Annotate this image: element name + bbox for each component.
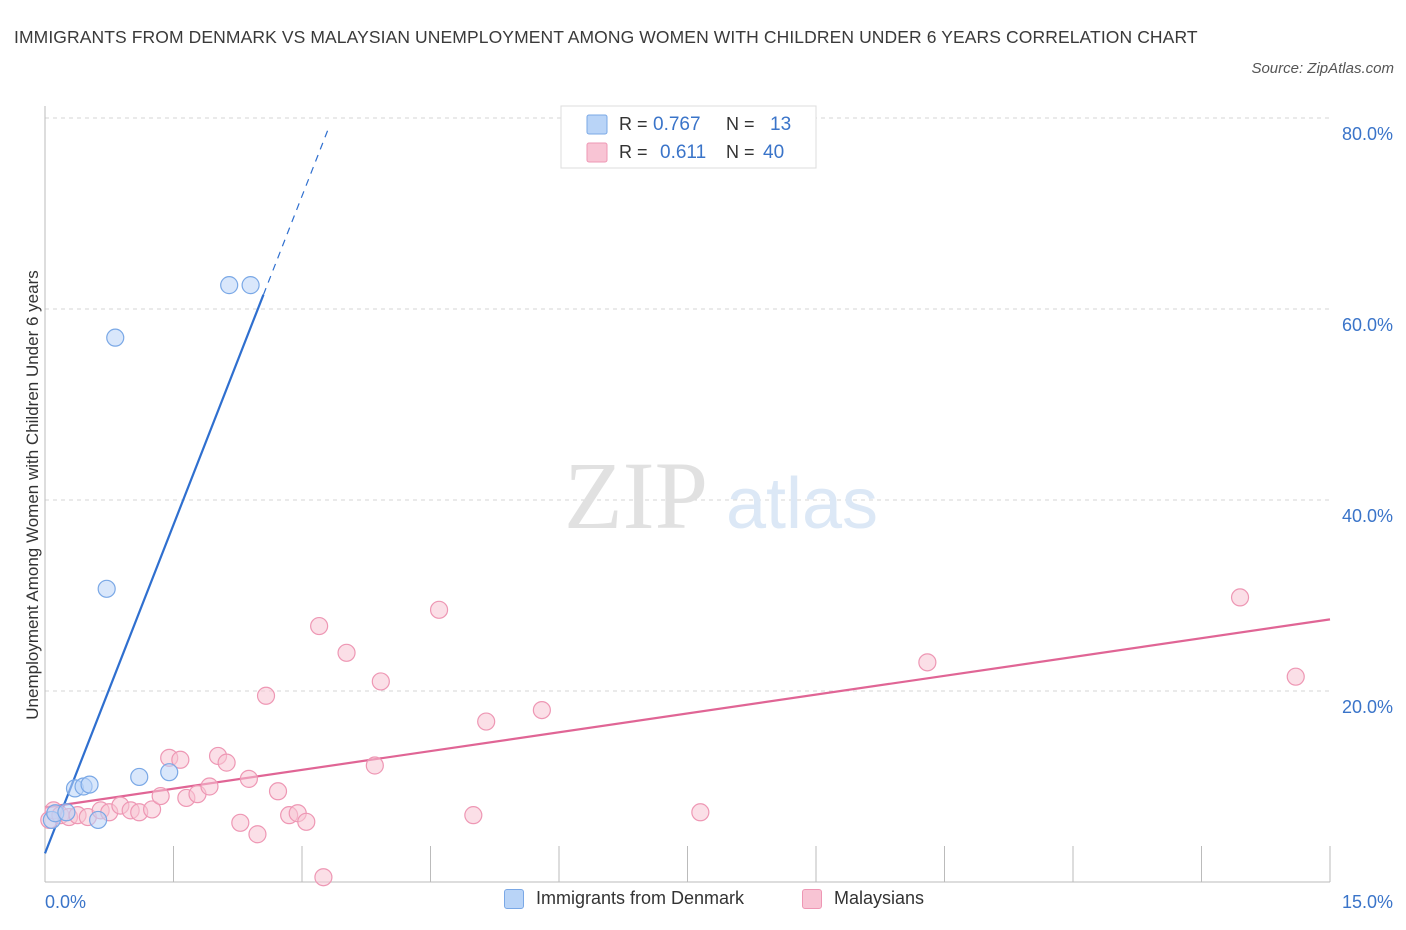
legend-n-value-0: 13 <box>770 114 791 135</box>
point-malaysians <box>142 800 162 819</box>
point-malaysians <box>691 803 710 822</box>
y-tick-label: 40.0% <box>1342 506 1393 526</box>
legend-label-denmark: Immigrants from Denmark <box>536 888 745 908</box>
y-tick-label: 20.0% <box>1342 697 1393 717</box>
legend-item-denmark[interactable]: Immigrants from Denmark <box>504 888 744 909</box>
watermark: ZIP atlas <box>564 442 878 549</box>
legend-n-label-1: N = <box>726 142 755 162</box>
legend-r-value-0: 0.767 <box>653 114 701 135</box>
point-malaysians <box>1286 667 1305 686</box>
point-denmark <box>130 767 149 787</box>
point-denmark <box>241 276 260 295</box>
point-malaysians <box>231 813 250 832</box>
legend-n-value-1: 40 <box>763 142 784 163</box>
point-denmark <box>80 775 99 794</box>
y-tick-label: 60.0% <box>1342 315 1393 335</box>
legend-top-swatch-pink <box>586 142 608 163</box>
legend-r-value-1: 0.611 <box>660 142 706 163</box>
point-malaysians <box>429 600 449 619</box>
legend-swatch-pink <box>802 888 822 909</box>
point-denmark <box>106 328 125 347</box>
point-malaysians <box>151 786 170 806</box>
legend-n-label-0: N = <box>726 114 755 134</box>
trend-line-denmark <box>43 294 265 854</box>
point-malaysians <box>464 806 483 825</box>
legend-top-swatch-blue <box>586 114 608 135</box>
point-denmark <box>220 276 239 295</box>
point-malaysians <box>171 750 190 769</box>
point-denmark <box>57 803 76 822</box>
legend-r-label-1: R = <box>619 142 648 162</box>
legend-label-malaysians: Malaysians <box>834 888 925 908</box>
chart-title: IMMIGRANTS FROM DENMARK VS MALAYSIAN UNE… <box>14 27 1198 47</box>
data-points <box>40 276 1305 887</box>
point-malaysians <box>297 812 316 831</box>
point-malaysians <box>365 756 384 775</box>
watermark-zip: ZIP <box>564 442 708 549</box>
legend-swatch-blue <box>504 888 524 909</box>
point-denmark <box>89 810 108 830</box>
point-malaysians <box>268 782 288 801</box>
point-malaysians <box>256 686 276 705</box>
source-label: Source: ZipAtlas.com <box>1251 60 1394 77</box>
point-malaysians <box>532 700 551 720</box>
point-malaysians <box>1230 588 1250 607</box>
point-denmark <box>160 763 179 782</box>
legend-item-malaysians[interactable]: Malaysians <box>802 888 924 909</box>
point-malaysians <box>310 616 329 636</box>
watermark-atlas: atlas <box>726 464 878 544</box>
legend-r-label-0: R = <box>619 114 648 134</box>
legend-top: R = 0.767 N = 13 R = 0.611 N = 40 <box>560 105 817 169</box>
trend-lines <box>43 130 1331 854</box>
y-axis-label: Unemployment Among Women with Children U… <box>23 270 42 719</box>
point-malaysians <box>477 712 496 731</box>
x-tick-label: 0.0% <box>45 892 86 912</box>
y-tick-label: 80.0% <box>1342 124 1393 144</box>
trend-line-malaysians <box>44 618 1331 809</box>
point-malaysians <box>337 643 356 662</box>
point-malaysians <box>239 769 258 788</box>
tick-labels: 20.0% 40.0% 60.0% 80.0% 0.0% 15.0% <box>45 124 1393 912</box>
point-malaysians <box>371 672 390 691</box>
x-tick-label: 15.0% <box>1342 892 1393 912</box>
point-malaysians <box>918 653 937 672</box>
axes <box>44 106 1331 883</box>
point-denmark <box>97 579 116 598</box>
gridlines <box>45 117 1330 692</box>
trend-line-denmark-extension <box>262 130 329 295</box>
point-malaysians <box>314 868 333 887</box>
point-malaysians <box>217 753 236 772</box>
point-malaysians <box>200 777 219 796</box>
point-malaysians <box>248 825 267 844</box>
